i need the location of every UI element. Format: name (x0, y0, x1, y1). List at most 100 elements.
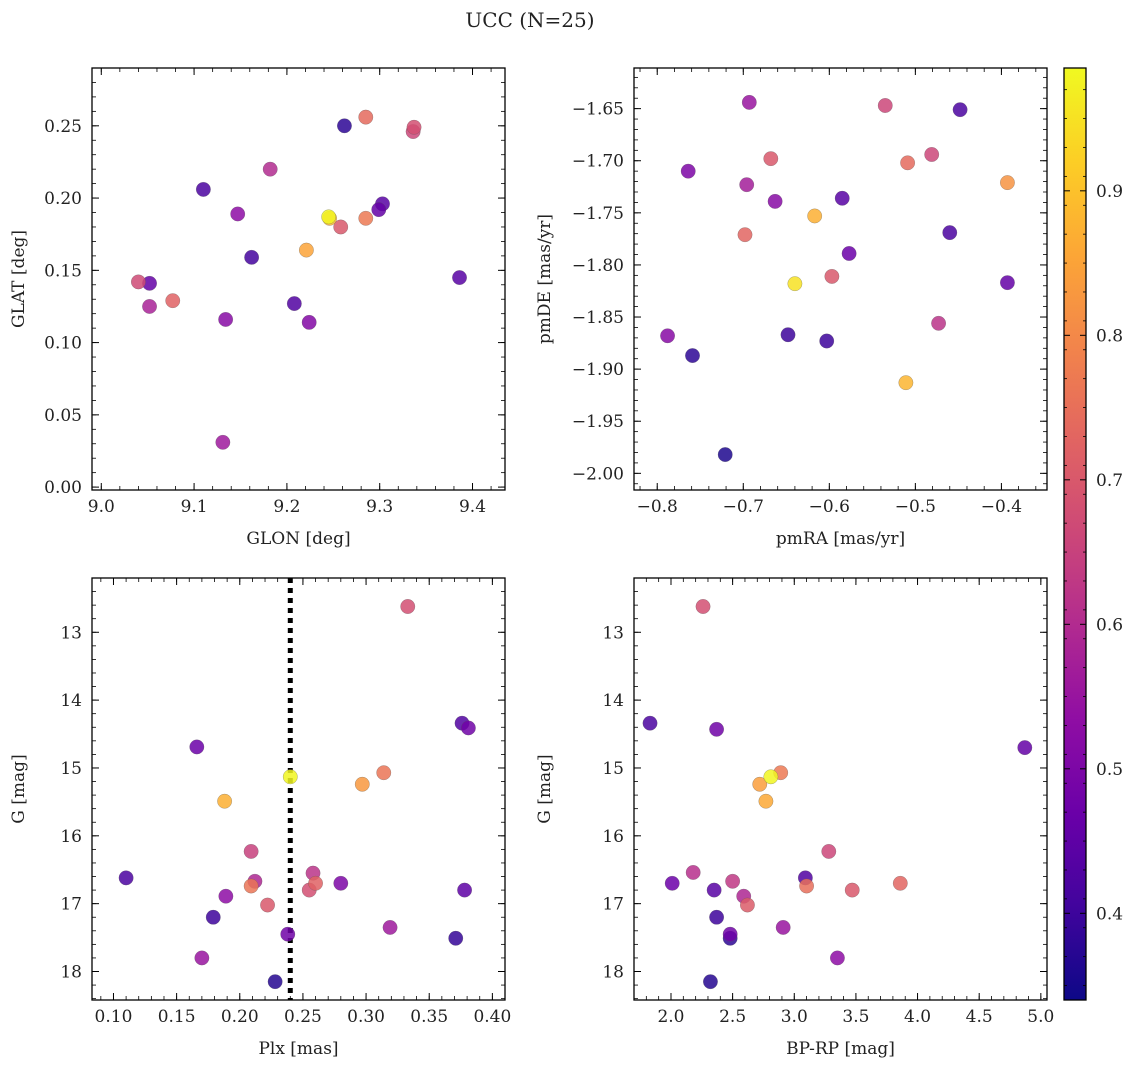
y-axis-label: pmDE [mas/yr] (535, 214, 555, 344)
data-point (695, 599, 711, 614)
y-tick-label: 18 (60, 963, 82, 983)
y-tick-label: −1.75 (572, 204, 624, 224)
data-point (282, 769, 298, 785)
colorbar-tick-label: 0.9 (1096, 182, 1123, 202)
data-point (807, 208, 823, 224)
y-tick-label: 13 (60, 623, 82, 643)
colorbar-gradient (1063, 67, 1087, 1001)
data-point (333, 219, 349, 235)
y-axis-label: G [mag] (535, 754, 555, 823)
x-tick-label: 4.5 (966, 1007, 993, 1027)
colorbar-tick-label: 0.6 (1096, 615, 1123, 635)
x-tick-label: 4.0 (904, 1007, 931, 1027)
data-point (660, 328, 676, 344)
y-tick-label: 18 (602, 963, 624, 983)
data-point (741, 94, 757, 110)
data-point (262, 161, 278, 177)
data-point (308, 875, 324, 891)
data-point (460, 720, 476, 736)
y-tick-label: 17 (602, 895, 624, 915)
x-axis-label: BP-RP [mag] (786, 1039, 895, 1059)
y-tick-label: 13 (602, 623, 624, 643)
x-tick-label: 0.15 (158, 1007, 196, 1027)
ticks (633, 577, 1047, 1000)
data-point (267, 974, 283, 990)
data-point (725, 873, 741, 889)
data-point (767, 193, 783, 209)
y-tick-label: 16 (602, 827, 624, 847)
data-point (829, 950, 845, 966)
x-tick-label: 0.10 (95, 1007, 133, 1027)
data-point (787, 276, 803, 292)
y-tick-label: 0.10 (44, 334, 82, 354)
data-point (664, 875, 680, 891)
scatter-panel-glon-glat: 9.0 9.1 9.2 9.3 9.4 0.00 0.05 0.10 0.15 0.20 0.25 G… (9, 67, 506, 549)
data-point (942, 225, 958, 241)
data-point (1017, 740, 1033, 756)
data-point (205, 909, 221, 925)
data-point (952, 102, 968, 118)
y-tick-label: 17 (60, 895, 82, 915)
y-tick-label: 0.20 (44, 189, 82, 209)
data-point (165, 293, 181, 309)
data-point (642, 715, 658, 731)
ticks (634, 68, 1047, 490)
data-point (898, 375, 914, 391)
y-tick-label: −1.90 (572, 360, 624, 380)
data-point (286, 296, 302, 312)
colorbar-tick-label: 0.8 (1096, 326, 1123, 346)
data-point (709, 909, 725, 925)
data-point (844, 882, 860, 898)
data-point (452, 270, 467, 286)
ticks (92, 577, 506, 1000)
data-point (892, 875, 908, 891)
data-point (230, 206, 246, 222)
data-point (737, 227, 753, 243)
x-tick-label: 2.5 (719, 1007, 746, 1027)
data-point (406, 119, 422, 135)
data-point (243, 843, 259, 859)
y-axis-label: GLAT [deg] (9, 230, 29, 328)
data-point (333, 875, 349, 891)
x-tick-label: 0.20 (221, 1007, 259, 1027)
colorbar-tick-label: 0.7 (1096, 471, 1123, 491)
x-tick-label: −0.4 (981, 497, 1022, 517)
data-point (722, 926, 738, 942)
plot-frame (633, 67, 1048, 491)
data-point (244, 249, 260, 265)
data-point (709, 721, 725, 737)
colorbar: 0.4 0.5 0.6 0.7 0.8 0.9 (1063, 67, 1123, 1001)
data-point (280, 926, 296, 942)
data-point (706, 882, 722, 898)
data-point (841, 246, 857, 261)
x-tick-label: −0.8 (637, 497, 678, 517)
data-point (298, 242, 314, 258)
data-point (680, 163, 696, 179)
x-tick-label: 5.0 (1027, 1007, 1054, 1027)
data-point (931, 315, 947, 331)
data-point (780, 327, 796, 343)
x-tick-label: −0.6 (809, 497, 850, 517)
data-point (739, 177, 755, 193)
figure-title: UCC (N=25) (465, 8, 594, 32)
data-point (775, 919, 791, 935)
data-point (218, 312, 234, 327)
x-tick-label: 0.35 (410, 1007, 448, 1027)
y-tick-label: 15 (602, 759, 624, 779)
data-point (685, 348, 700, 364)
x-tick-label: −0.7 (723, 497, 764, 517)
data-point (371, 202, 387, 218)
x-axis-label: pmRA [mas/yr] (776, 529, 905, 549)
data-point (301, 314, 317, 330)
y-tick-label: −1.85 (572, 308, 624, 328)
x-tick-label: 0.30 (347, 1007, 385, 1027)
data-point (195, 181, 211, 197)
data-point (400, 599, 416, 614)
y-tick-label: −2.00 (572, 464, 624, 484)
data-point (763, 151, 779, 167)
x-tick-label: 0.40 (473, 1007, 511, 1027)
data-point (218, 888, 234, 904)
x-tick-label: 9.0 (88, 497, 115, 517)
y-tick-label: −1.65 (572, 100, 624, 120)
